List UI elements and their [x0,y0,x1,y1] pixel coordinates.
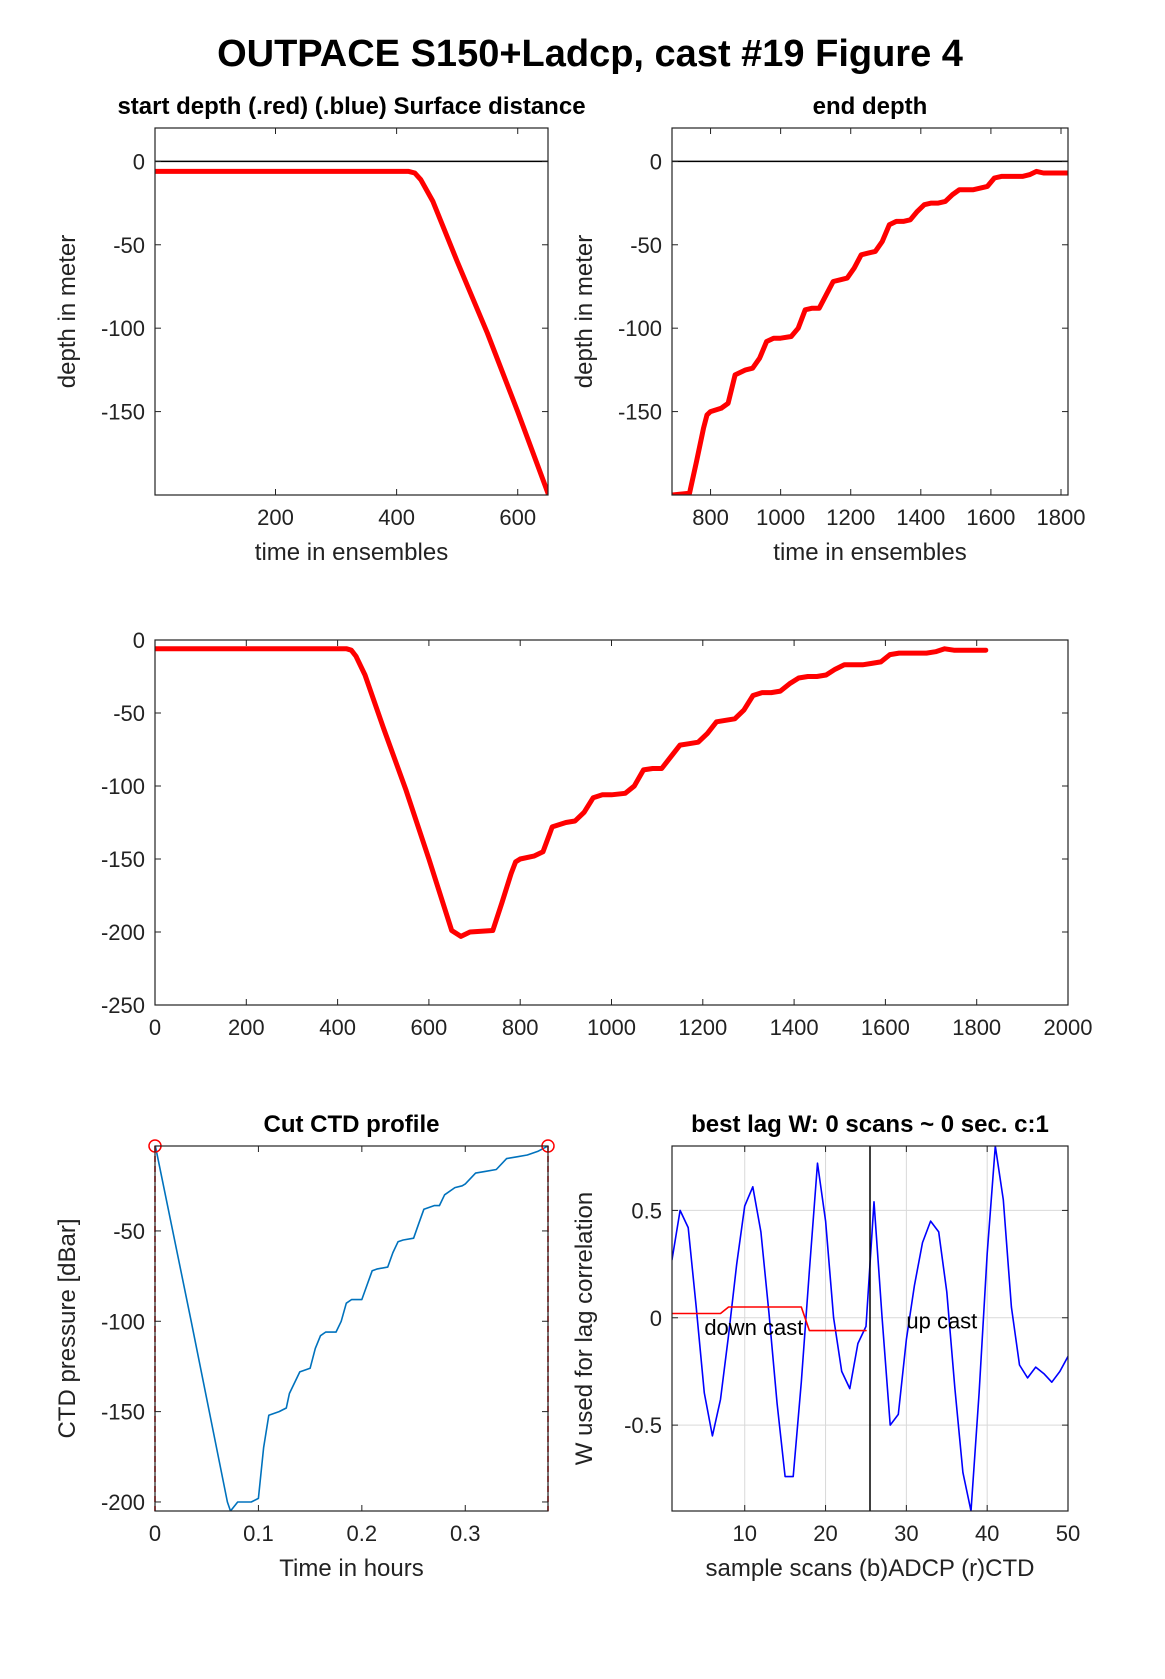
y-tick-label: -50 [630,233,662,258]
x-tick-label: 200 [257,505,294,530]
y-tick-label: -0.5 [624,1413,662,1438]
x-axis-label: time in ensembles [255,539,448,566]
y-tick-label: -200 [101,920,145,945]
y-tick-label: 0 [133,149,145,174]
x-tick-label: 1800 [1037,505,1086,530]
x-tick-label: 1000 [587,1015,636,1040]
x-axis-label: time in ensembles [773,539,966,566]
y-tick-label: 0 [650,1306,662,1331]
x-tick-label: 30 [894,1521,918,1546]
x-tick-label: 1000 [756,505,805,530]
series-line-0 [155,168,548,495]
axes-box [671,127,1069,496]
y-tick-label: 0 [133,628,145,653]
x-tick-label: 0.1 [243,1521,274,1546]
x-tick-label: 10 [732,1521,756,1546]
series-line-0 [155,1146,548,1511]
y-tick-label: 0.5 [631,1198,662,1223]
x-tick-label: 0 [149,1015,161,1040]
x-tick-label: 800 [692,505,729,530]
y-tick-label: -200 [101,1490,145,1515]
x-axis-label: sample scans (b)ADCP (r)CTD [706,1555,1035,1582]
x-tick-label: 1200 [678,1015,727,1040]
plot-best-lag: 10 20 30 40 50 0.5 0 -0.5 best lag W: 0 scans ~ … [571,1111,1080,1582]
x-tick-label: 0.3 [450,1521,481,1546]
y-tick-label: -250 [101,993,145,1018]
x-tick-label: 200 [228,1015,265,1040]
plot-title: Cut CTD profile [264,1111,440,1138]
x-tick-label: 50 [1056,1521,1080,1546]
plot-start-depth: 200 400 600 0 -50 -100 -150 start depth (.red) … [54,93,586,566]
x-tick-label: 1200 [826,505,875,530]
y-tick-label: -150 [101,1400,145,1425]
y-tick-label: -100 [101,1309,145,1334]
x-tick-label: 0.2 [347,1521,378,1546]
y-tick-label: -150 [618,400,662,425]
cast-annotation: down cast [704,1315,803,1340]
y-tick-label: -50 [113,233,145,258]
series-line-0 [672,168,1068,495]
x-tick-label: 1400 [770,1015,819,1040]
x-tick-label: 600 [499,505,536,530]
plot-full-profile: 0 200 400 600 800 1000 1200 1400 1600 1800 2000 0 -5… [101,628,1093,1040]
y-axis-label: W used for lag correlation [571,1192,598,1465]
axes-box [154,639,1069,1006]
figure-title: OUTPACE S150+Ladcp, cast #19 Figure 4 [217,33,963,75]
y-axis-label: CTD pressure [dBar] [54,1218,81,1438]
x-tick-label: 1600 [861,1015,910,1040]
series-line-1 [672,1306,867,1332]
y-tick-label: -100 [101,774,145,799]
plot-title: start depth (.red) (.blue) Surface dista… [117,93,585,120]
plot-title: end depth [813,93,928,120]
y-tick-label: -100 [618,316,662,341]
y-tick-label: -150 [101,400,145,425]
x-tick-label: 1400 [896,505,945,530]
x-tick-label: 2000 [1044,1015,1093,1040]
series-line-0 [155,646,989,939]
x-tick-label: 20 [813,1521,837,1546]
plot-cut-ctd-profile: 0 0.1 0.2 0.3 -50 -100 -150 -200 Cut CTD profile… [54,1111,555,1582]
x-axis-label: Time in hours [279,1555,424,1582]
axes-box [154,1145,549,1512]
x-tick-label: 600 [411,1015,448,1040]
y-tick-label: -150 [101,847,145,872]
axes-box [671,1145,1069,1512]
x-tick-label: 400 [319,1015,356,1040]
y-axis-label: depth in meter [54,235,81,388]
y-axis-label: depth in meter [571,235,598,388]
y-tick-label: 0 [650,149,662,174]
cast-annotation: up cast [906,1309,977,1334]
y-tick-label: -100 [101,316,145,341]
axes-box [154,127,549,496]
x-tick-label: 400 [378,505,415,530]
x-tick-label: 800 [502,1015,539,1040]
x-tick-label: 1800 [952,1015,1001,1040]
y-tick-label: -50 [113,701,145,726]
y-tick-label: -50 [113,1219,145,1244]
plot-title: best lag W: 0 scans ~ 0 sec. c:1 [691,1111,1049,1138]
plot-end-depth: 800 1000 1200 1400 1600 1800 0 -50 -100 -150 end d… [571,93,1085,566]
x-tick-label: 1600 [966,505,1015,530]
x-tick-label: 0 [149,1521,161,1546]
x-tick-label: 40 [975,1521,999,1546]
